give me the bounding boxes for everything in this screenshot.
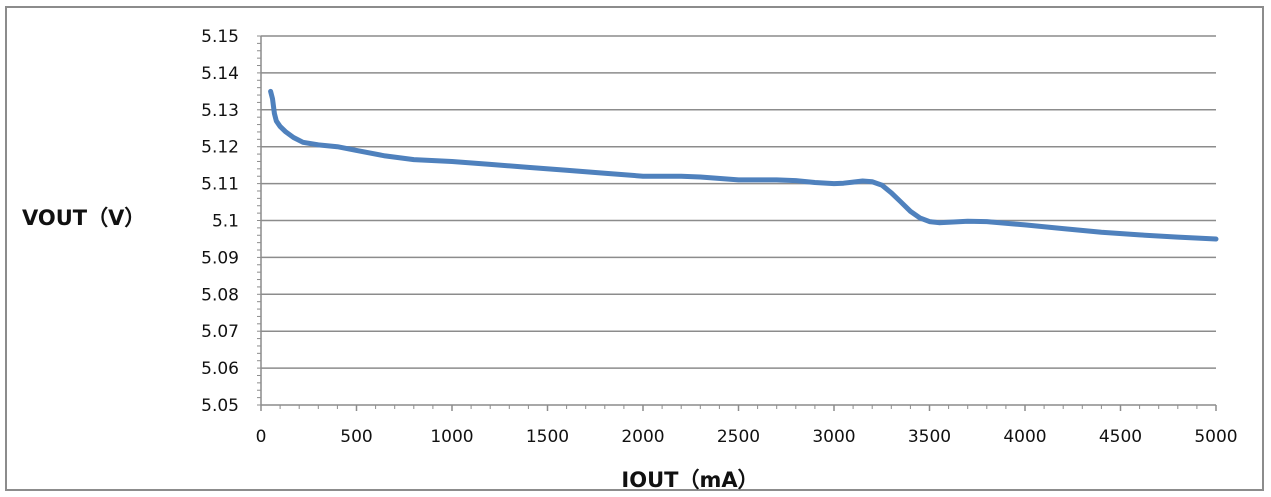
y-tick-label: 5.15 [201, 27, 239, 47]
y-tick-label: 5.1 [212, 212, 239, 232]
y-tick-label: 5.08 [201, 285, 239, 305]
x-tick-label: 5000 [1194, 427, 1237, 447]
x-tick-label: 3000 [812, 427, 855, 447]
y-tick-label: 5.07 [201, 322, 239, 342]
y-tick-label: 5.09 [201, 248, 239, 268]
x-tick-label: 4500 [1099, 427, 1142, 447]
series-layer [268, 88, 1219, 242]
y-axis-title: VOUT（V） [22, 206, 145, 230]
y-tick-label: 5.14 [201, 64, 239, 84]
x-tick-label: 2500 [717, 427, 760, 447]
x-tick-label: 1500 [526, 427, 569, 447]
y-tick-label: 5.05 [201, 396, 239, 416]
gridlines [261, 35, 1216, 369]
x-tick-label: 4000 [1003, 427, 1046, 447]
y-tick-label: 5.06 [201, 359, 239, 379]
x-tick-label: 3500 [908, 427, 951, 447]
x-tick-label: 500 [340, 427, 372, 447]
x-tick-label: 2000 [621, 427, 664, 447]
tick-labels: 5.05 5.06 5.07 5.08 5.09 5.1 5.11 5.12 5.13 5.14 5… [201, 27, 1237, 447]
x-tick-label: 0 [256, 427, 267, 447]
chart-frame [5, 6, 1264, 491]
y-tick-label: 5.11 [201, 175, 239, 195]
y-tick-label: 5.13 [201, 101, 239, 121]
x-axis-title: IOUT（mA） [621, 468, 758, 492]
x-tick-label: 1000 [430, 427, 473, 447]
axes [257, 35, 1217, 411]
series-line [268, 88, 1219, 242]
y-tick-label: 5.12 [201, 138, 239, 158]
